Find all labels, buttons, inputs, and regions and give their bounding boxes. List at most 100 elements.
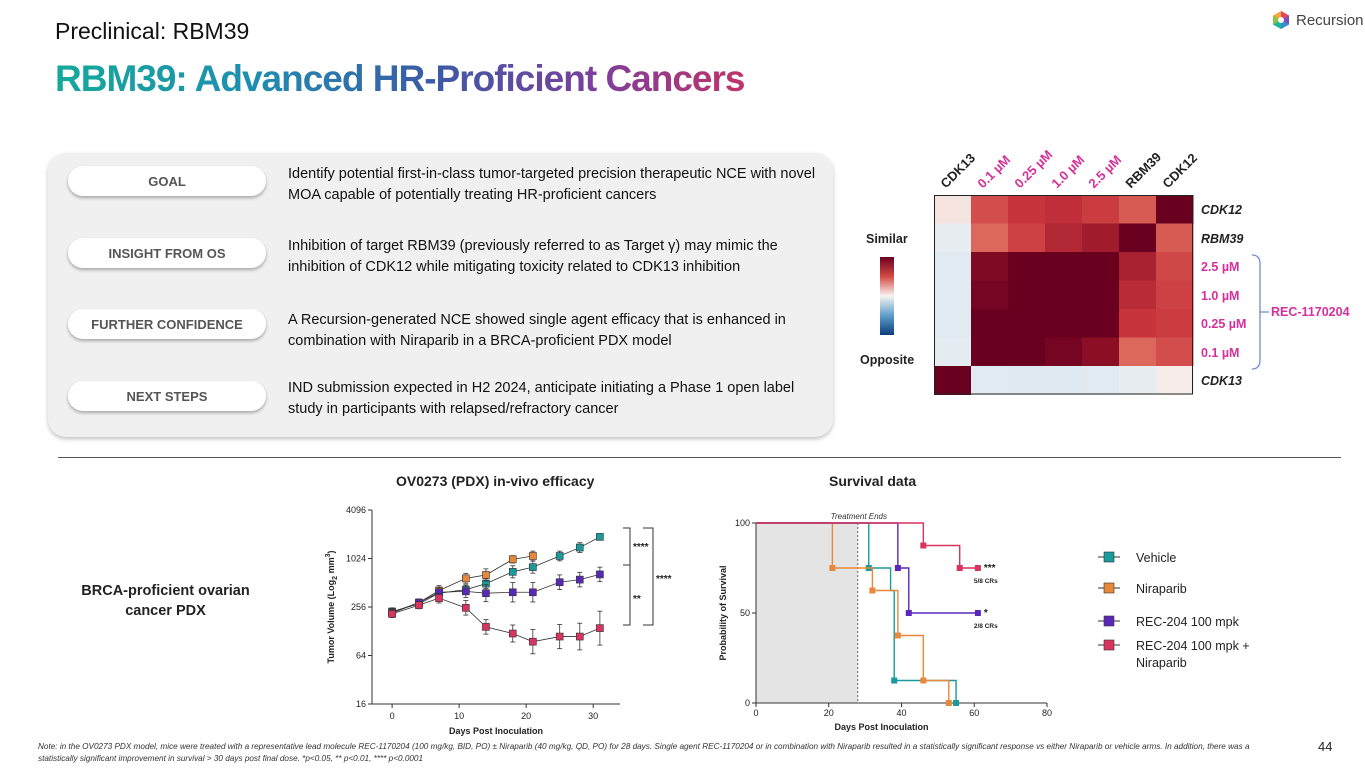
survival-marker [920, 677, 927, 684]
data-point [415, 601, 423, 609]
heatmap-cell [1156, 309, 1194, 338]
heatmap-cell [1119, 223, 1157, 253]
heatmap-col-cdk12: CDK12 [1159, 150, 1201, 191]
data-point [529, 588, 537, 597]
series-line [391, 597, 601, 643]
next-steps-pill: NEXT STEPS [68, 381, 266, 411]
data-point [435, 594, 443, 602]
y-tick-label: 50 [740, 608, 750, 618]
heatmap-cell [1008, 280, 1046, 310]
x-tick-label: 60 [969, 708, 979, 718]
data-point [508, 629, 517, 638]
x-tick-label: 30 [588, 711, 598, 721]
y-axis-label: Probability of Survival [718, 565, 728, 660]
heatmap-cell [934, 223, 972, 253]
heatmap-col-cdk13: CDK13 [937, 150, 979, 191]
heatmap-cell [1082, 195, 1120, 224]
sig-label: ** [633, 594, 641, 605]
goal-text: Identify potential first-in-class tumor-… [288, 166, 816, 203]
legend-swatch-marker [1103, 639, 1115, 651]
scale-bottom-label: Opposite [860, 353, 915, 367]
survival-marker [974, 565, 981, 571]
survival-marker [894, 565, 901, 571]
company-logo: Recursion [1272, 10, 1364, 30]
heatmap-col-rbm39: RBM39 [1122, 149, 1165, 191]
heatmap-col-0-25-m: 0.25 µM [1011, 146, 1056, 191]
slide-title: RBM39: Advanced HR-Proficient Cancers [55, 58, 745, 99]
y-tick-label: 0 [745, 698, 750, 708]
data-point [596, 570, 604, 579]
heatmap-cell [1119, 280, 1157, 310]
further-confidence-pill: FURTHER CONFIDENCE [68, 309, 266, 339]
data-point [482, 571, 490, 579]
heatmap-row-cdk12: CDK12 [1201, 203, 1242, 217]
survival-step-line [756, 522, 950, 703]
legend-item-rec-204-100-mpk-niraparib: REC-204 100 mpk + Niraparib [1098, 638, 1266, 672]
heatmap-cell [934, 337, 972, 367]
y-tick-label: 1024 [346, 554, 366, 564]
treatment-region [756, 523, 858, 703]
series-rec-204-100-mpk-niraparib [388, 592, 604, 655]
data-point [508, 568, 517, 576]
survival-marker [945, 700, 952, 706]
data-point [596, 533, 604, 541]
legend-swatch [1098, 582, 1120, 594]
heatmap-col-0-1-m: 0.1 µM [974, 152, 1014, 191]
heatmap-cell [1119, 309, 1157, 338]
further-confidence-text: A Recursion-generated NCE showed single … [288, 312, 786, 349]
series-rec-204-100-mpk-niraparib [756, 522, 981, 571]
heatmap-cell [1156, 223, 1194, 253]
legend-label: REC-204 100 mpk [1136, 615, 1239, 629]
y-axis-label-unit: mm [326, 557, 336, 576]
heatmap-cell [934, 280, 972, 310]
series-niraparib [756, 522, 952, 706]
heatmap-cell [971, 337, 1009, 367]
series-line [391, 574, 600, 614]
brca-label: BRCA-proficient ovarian cancer PDX [81, 583, 250, 619]
y-axis-label-main: Tumor Volume (Log [326, 580, 336, 664]
legend-item-rec-204-100-mpk: REC-204 100 mpk [1098, 614, 1266, 631]
survival-marker [956, 565, 963, 571]
section-divider [58, 457, 1341, 458]
y-tick-label: 100 [735, 518, 750, 528]
heatmap-cell [1045, 280, 1083, 310]
hexagon-logo-icon [1273, 11, 1289, 29]
legend-item-vehicle: Vehicle [1098, 550, 1266, 567]
data-point [529, 563, 537, 571]
heatmap-cell [1045, 252, 1083, 281]
heatmap-cell [971, 366, 1009, 395]
heatmap-cell [1156, 280, 1194, 310]
sig-bracket [643, 527, 654, 626]
survival-marker [920, 542, 927, 549]
heatmap-cell [1119, 366, 1157, 395]
survival-marker [974, 610, 981, 616]
heatmap-row-0-25-m: 0.25 µM [1201, 317, 1247, 331]
heatmap-cell [1008, 337, 1046, 367]
heatmap-cell [1008, 366, 1046, 395]
treatment-label: Treatment Ends [831, 512, 887, 521]
heatmap-cell [934, 252, 972, 281]
data-point [555, 578, 564, 587]
survival-marker [829, 565, 836, 571]
legend-swatch-marker [1103, 551, 1115, 563]
logo-text: Recursion [1296, 11, 1364, 29]
heatmap-grid [934, 195, 1194, 395]
data-point [575, 543, 584, 552]
heatmap-row-0-1-m: 0.1 µM [1201, 345, 1240, 360]
sig-bracket [623, 564, 631, 626]
heatmap-cell [1045, 309, 1083, 338]
heatmap-cell [934, 366, 972, 395]
x-tick-label: 0 [753, 708, 758, 718]
insight-pill: INSIGHT FROM OS [68, 238, 266, 268]
next-steps-text: IND submission expected in H2 2024, anti… [288, 380, 795, 417]
x-axis-label: Days Post Inoculation [449, 726, 543, 736]
heatmap-row-rbm39: RBM39 [1201, 231, 1244, 246]
footnote: Note: in the OV0273 PDX model, mice were… [38, 742, 1250, 763]
heatmap-row-2-5-m: 2.5 µM [1201, 260, 1240, 274]
cr-count-label: 5/8 CRs [974, 578, 998, 585]
heatmap-cell [1119, 195, 1157, 224]
scale-top-label: Similar [866, 232, 908, 246]
color-scale-bar [880, 257, 894, 335]
x-tick-label: 0 [390, 711, 395, 721]
y-axis-label-sup: 3 [325, 553, 332, 557]
